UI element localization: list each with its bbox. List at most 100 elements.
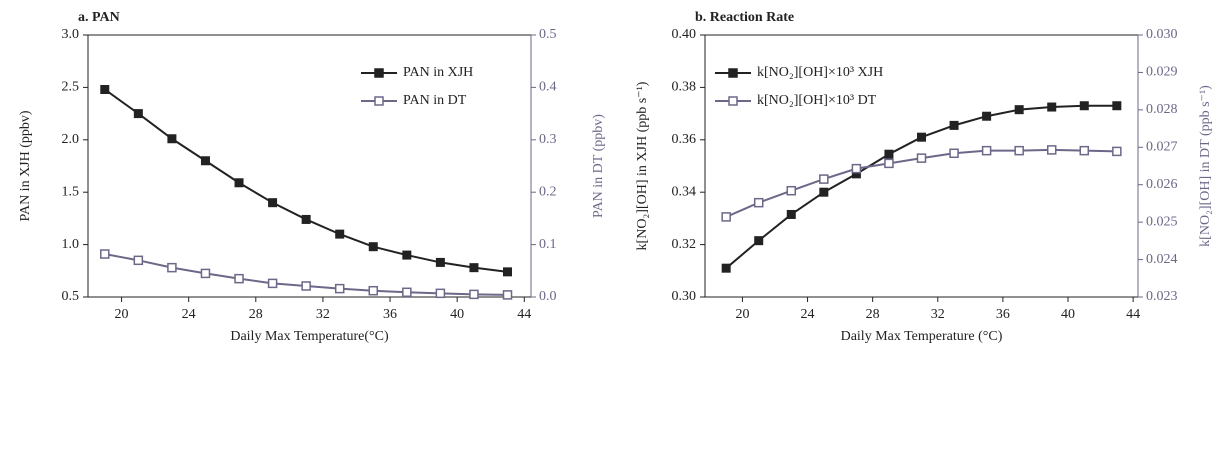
- marker: [884, 158, 894, 169]
- y-tick-label: 0.32: [672, 237, 697, 252]
- y-tick-label: 0.38: [672, 80, 697, 95]
- y2-tick-label: 0.0: [539, 289, 557, 304]
- y2-tick-label: 0.026: [1146, 177, 1178, 192]
- y-tick-label: 0.30: [672, 289, 697, 304]
- marker: [133, 255, 144, 266]
- marker: [982, 111, 992, 121]
- marker: [754, 236, 764, 246]
- marker: [786, 209, 796, 219]
- marker: [819, 174, 829, 184]
- y-tick-label: 0.36: [672, 132, 697, 147]
- marker: [1014, 145, 1024, 156]
- marker: [1046, 145, 1057, 155]
- marker: [167, 134, 177, 144]
- series-line: [725, 104, 1117, 269]
- y2-tick-label: 0.5: [539, 27, 557, 42]
- marker: [100, 249, 110, 259]
- marker: [981, 145, 992, 156]
- marker: [301, 214, 311, 224]
- y2-tick-label: 0.023: [1146, 289, 1178, 304]
- x-axis-label: Daily Max Temperature (°C): [841, 329, 1003, 344]
- x-tick-label: 20: [735, 307, 749, 322]
- marker: [100, 84, 110, 94]
- y2-tick-label: 0.4: [539, 80, 557, 95]
- y2-tick-label: 0.030: [1146, 27, 1178, 42]
- y2-tick-label: 0.1: [539, 237, 557, 252]
- marker: [1079, 101, 1089, 111]
- marker: [335, 229, 345, 239]
- x-tick-label: 28: [866, 307, 880, 322]
- y2-axis-label: k[NO₂][OH] in DT (ppb s⁻¹): [1198, 85, 1213, 247]
- marker: [721, 263, 731, 273]
- x-tick-label: 40: [450, 307, 464, 322]
- marker: [167, 262, 177, 273]
- legend-label: k[NO₂][OH]×10³ DT: [757, 93, 877, 108]
- x-tick-label: 36: [996, 307, 1010, 322]
- marker: [267, 278, 278, 289]
- marker: [502, 290, 513, 300]
- y-axis-label: PAN in XJH (ppbv): [18, 110, 33, 221]
- marker: [753, 197, 764, 208]
- marker: [301, 281, 311, 291]
- y-tick-label: 1.5: [62, 184, 80, 199]
- x-tick-label: 20: [115, 307, 129, 322]
- x-tick-label: 24: [182, 307, 196, 322]
- y2-tick-label: 0.027: [1146, 140, 1178, 155]
- chart-title: b. Reaction Rate: [695, 10, 794, 25]
- x-tick-label: 32: [316, 307, 330, 322]
- legend-marker: [374, 96, 384, 106]
- marker: [200, 156, 210, 166]
- marker: [1079, 145, 1090, 156]
- marker: [949, 148, 959, 159]
- x-tick-label: 44: [1126, 307, 1140, 322]
- y-tick-label: 1.0: [62, 237, 80, 252]
- marker: [917, 132, 926, 142]
- y2-tick-label: 0.024: [1146, 252, 1178, 267]
- marker: [402, 287, 412, 298]
- x-tick-label: 24: [801, 307, 815, 322]
- legend-label: PAN in XJH: [403, 65, 473, 80]
- y-tick-label: 0.5: [62, 289, 80, 304]
- marker: [851, 163, 862, 174]
- marker: [402, 250, 412, 260]
- marker: [368, 242, 378, 252]
- y-tick-label: 0.40: [672, 27, 697, 42]
- marker: [234, 273, 244, 284]
- marker: [503, 267, 513, 277]
- y2-tick-label: 0.025: [1146, 214, 1178, 229]
- marker: [234, 178, 244, 188]
- y2-tick-label: 0.028: [1146, 102, 1178, 117]
- y-axis-label: k[NO₂][OH] in XJH (ppb s⁻¹): [635, 81, 650, 250]
- series-line: [104, 88, 508, 273]
- y-tick-label: 2.0: [62, 132, 80, 147]
- x-tick-label: 32: [931, 307, 945, 322]
- marker: [949, 120, 959, 130]
- marker: [200, 268, 211, 279]
- y2-axis-label: PAN in DT (ppbv): [591, 114, 606, 218]
- marker: [1112, 101, 1122, 111]
- marker: [1014, 105, 1024, 115]
- legend-label: PAN in DT: [403, 93, 467, 108]
- x-tick-label: 28: [249, 307, 263, 322]
- marker: [1112, 146, 1122, 157]
- y2-tick-label: 0.029: [1146, 65, 1178, 80]
- chart-title: a. PAN: [78, 10, 120, 25]
- marker: [435, 257, 445, 267]
- marker: [721, 212, 731, 222]
- y-tick-label: 0.34: [672, 184, 697, 199]
- x-tick-label: 36: [383, 307, 397, 322]
- marker: [334, 283, 345, 294]
- legend-marker: [728, 96, 738, 106]
- marker: [786, 185, 797, 196]
- x-axis-label: Daily Max Temperature(°C): [230, 329, 389, 344]
- marker: [368, 285, 379, 296]
- marker: [1047, 102, 1057, 112]
- marker: [469, 289, 479, 300]
- y-tick-label: 3.0: [62, 27, 80, 42]
- marker: [435, 288, 446, 299]
- marker: [884, 149, 894, 159]
- x-tick-label: 44: [517, 307, 531, 322]
- y2-tick-label: 0.3: [539, 132, 557, 147]
